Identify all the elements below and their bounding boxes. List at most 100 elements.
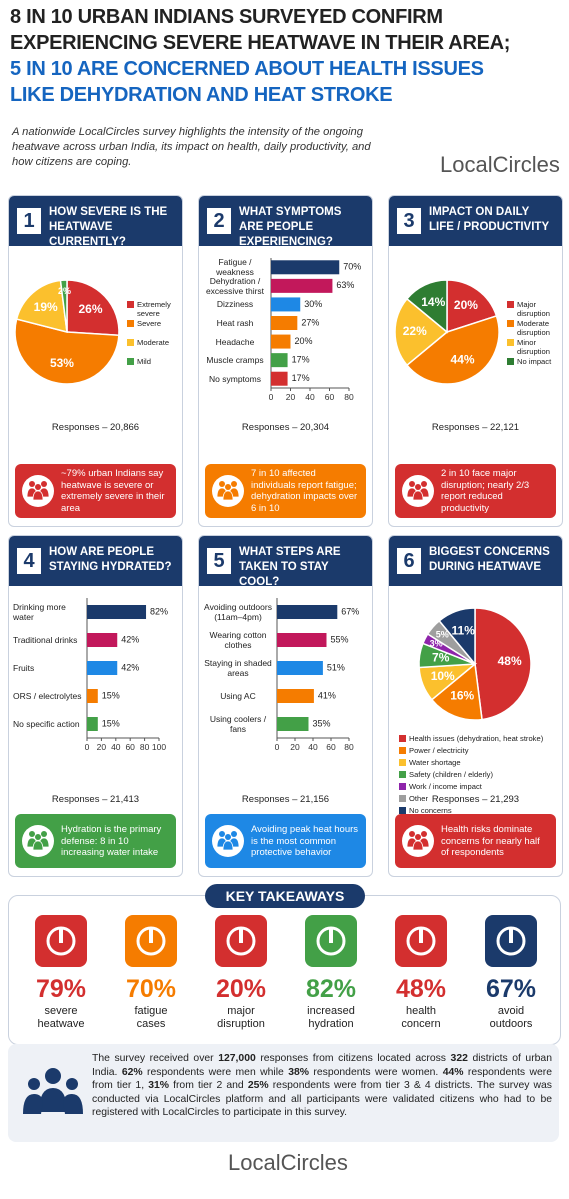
bar <box>87 661 118 675</box>
responses: Responses – 20,304 <box>241 422 330 433</box>
bar-value-label: 41% <box>318 690 336 700</box>
subtitle-line: how citizens are coping. <box>12 156 132 168</box>
bar-category-label: Avoiding outdoors (11am–4pm) <box>204 602 272 622</box>
callout-text: Hydration is the primary defense: 8 in 1… <box>61 823 162 858</box>
takeaway-label: avoid outdoors <box>489 1005 533 1030</box>
bar <box>277 717 309 731</box>
icon-glyph <box>239 929 243 943</box>
panel-number: 5 <box>207 548 231 574</box>
callout: Avoiding peak heat hours is the most com… <box>205 814 366 868</box>
legend-swatch <box>399 795 406 802</box>
legend-label: No concerns <box>409 806 452 815</box>
takeaway-value: 67% <box>485 975 537 1003</box>
legend-label: Extremely severe <box>137 300 171 318</box>
bar-value-label: 70% <box>343 262 361 272</box>
slice-label: 2% <box>58 286 71 296</box>
bar-value-label: 82% <box>150 606 168 616</box>
takeaways-items: 79% severe heatwave 70% fatigue cases 20% maj… <box>8 905 559 1045</box>
slice-label: 10% <box>431 669 455 683</box>
icon-head <box>421 831 427 837</box>
icon-glyph <box>419 929 423 943</box>
callout-text: ~79% urban Indians say heatwave is sever… <box>61 468 165 514</box>
takeaway-label: increased hydration <box>307 1005 355 1030</box>
responses: Responses – 21,413 <box>51 794 140 805</box>
panel: 6 BIGGEST CONCERNS DURING HEATWAVE 48% 16% 1… <box>388 535 563 877</box>
legend-label: Health issues (dehydration, heat stroke) <box>409 734 544 743</box>
pie-slice <box>394 297 449 367</box>
bar-category-label: No symptoms <box>209 373 261 384</box>
group-icon <box>212 475 244 507</box>
pie-slice <box>59 279 68 333</box>
title-line: 5 IN 10 ARE CONCERNED ABOUT HEALTH ISSUE… <box>10 58 484 80</box>
group-icon <box>402 475 434 507</box>
bar-category-label: Fruits <box>13 663 35 673</box>
legend-item: Safety (children / elderly) <box>399 770 562 779</box>
icon-head <box>231 831 237 837</box>
bar-category-label: Using coolers / fans <box>209 714 267 734</box>
panel: 3 IMPACT ON DAILY LIFE / PRODUCTIVITY 20% 4… <box>388 195 563 527</box>
footer-bold: 127,000 <box>218 1053 256 1064</box>
bar-value-label: 35% <box>313 718 331 728</box>
takeaway-label: severe heatwave <box>37 1005 85 1030</box>
legend-swatch <box>507 301 514 308</box>
callout: 2 in 10 face major disruption; nearly 2/… <box>395 464 556 518</box>
panel: 5 WHAT STEPS ARE TAKEN TO STAY COOL? 0 20 40… <box>198 535 373 877</box>
slice-label: 48% <box>498 654 522 668</box>
footer-bold: 62% <box>121 1066 143 1078</box>
legend-swatch <box>399 771 406 778</box>
icon-head <box>219 481 225 487</box>
legend-item: Severe <box>127 319 182 328</box>
bar <box>277 633 327 647</box>
pie-slice <box>66 279 120 337</box>
panel-header: 1 HOW SEVERE IS THE HEATWAVE CURRENTLY? <box>9 196 182 248</box>
slice-label: 53% <box>50 356 74 370</box>
icon-body <box>412 840 424 851</box>
slice-label: 19% <box>34 300 58 314</box>
icon-glyph <box>509 929 513 943</box>
slice-label: 7% <box>432 651 450 665</box>
legend-label: Safety (children / elderly) <box>409 770 493 779</box>
chart: 0 20 40 60 80 67% 55% 51% 41% 35% <box>275 598 359 752</box>
takeaway-value: 70% <box>125 975 177 1003</box>
callout: 7 in 10 affected individuals report fati… <box>205 464 366 518</box>
icon-body <box>32 840 44 851</box>
bar <box>271 260 340 275</box>
group-icon <box>402 825 434 857</box>
icon-body <box>32 490 44 501</box>
bar-value-label: 55% <box>331 634 349 644</box>
legend-item: Power / electricity <box>399 746 562 755</box>
slice-label: 14% <box>421 295 445 309</box>
x-tick-label: 20 <box>286 392 296 402</box>
icon-glyph <box>136 926 166 956</box>
legend-label: Moderate <box>137 338 170 347</box>
chart: 26% 53% 19%2% <box>14 279 120 385</box>
x-tick-label: 20 <box>290 742 300 752</box>
icon-head <box>409 831 415 837</box>
bar-value-label: 67% <box>341 606 359 616</box>
panel: 1 HOW SEVERE IS THE HEATWAVE CURRENTLY? 26… <box>8 195 183 527</box>
bar <box>277 661 323 675</box>
takeaway-icon <box>35 915 87 967</box>
panel-title: WHAT SYMPTOMS ARE PEOPLE EXPERIENCING? <box>239 206 342 248</box>
legend-label: Other <box>409 794 428 803</box>
takeaway-label: health concern <box>401 1005 441 1030</box>
callout-text: Health risks dominate concerns for nearl… <box>441 823 540 858</box>
legend-swatch <box>507 320 514 327</box>
bar-value-label: 15% <box>102 690 120 700</box>
panel-number: 4 <box>17 548 41 574</box>
legend-swatch <box>399 807 406 814</box>
legend-item: Minor disruption <box>507 338 562 356</box>
icon-glyph <box>329 929 333 943</box>
legend-item: No impact <box>507 357 562 366</box>
x-tick-label: 80 <box>140 742 150 752</box>
bar-value-label: 63% <box>336 280 354 290</box>
legend-item: Work / income impact <box>399 782 562 791</box>
footer-bold: 322 <box>450 1053 468 1064</box>
panel-header: 2 WHAT SYMPTOMS ARE PEOPLE EXPERIENCING? <box>199 196 372 248</box>
icon-head <box>35 484 41 490</box>
pie-slice <box>405 314 500 385</box>
panel-header: 3 IMPACT ON DAILY LIFE / PRODUCTIVITY <box>389 196 562 246</box>
slice-label: 22% <box>403 324 427 338</box>
chart: 48% 16% 10% 7% 3%5% 11% <box>418 607 532 721</box>
